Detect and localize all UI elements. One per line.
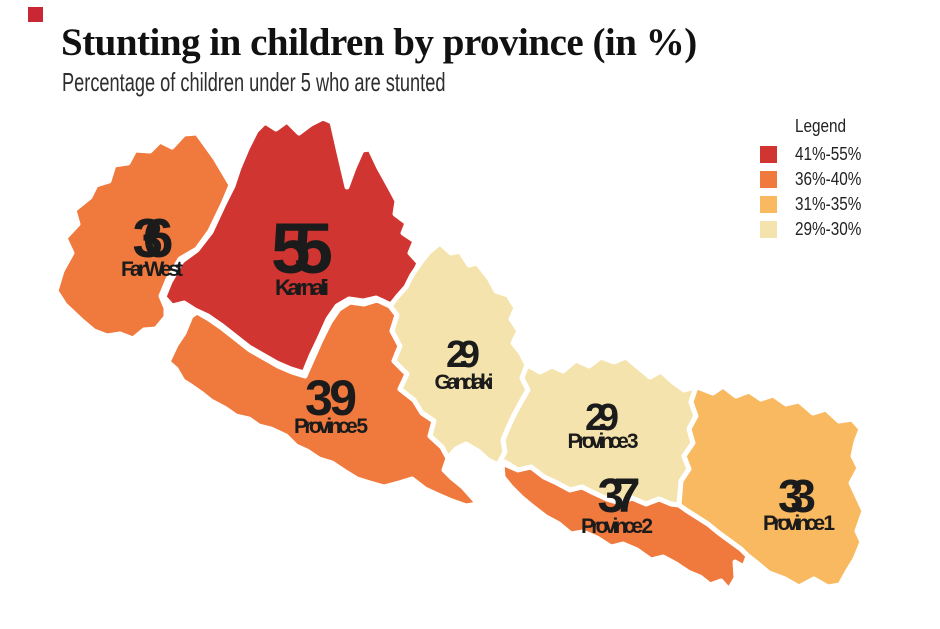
province-value-karnali: 55: [271, 210, 333, 289]
province-name-far-west: Far West: [121, 258, 183, 281]
page-title: Stunting in children by province (in %): [61, 21, 697, 64]
legend-label: 31%-35%: [795, 194, 862, 214]
legend-swatch-red: [760, 146, 777, 163]
legend-swatch-light-orange: [760, 196, 777, 213]
brand-square-icon: [28, 7, 43, 22]
legend-item: 31%-35%: [760, 192, 920, 217]
province-shape-province-2: [499, 460, 751, 593]
province-name-karnali: Karnali: [275, 275, 329, 300]
province-shape-province-1: [676, 383, 867, 590]
province-name-province-2: Province 2: [581, 515, 653, 538]
province-value-far-west: 36: [133, 207, 174, 269]
province-value-gandaki: 29: [446, 334, 480, 376]
province-name-province-1: Province 1: [763, 512, 835, 535]
page-subtitle: Percentage of children under 5 who are s…: [62, 67, 446, 97]
province-value-province-5: 39: [305, 370, 357, 426]
legend-label: 41%-55%: [795, 144, 862, 164]
legend-title: Legend: [795, 116, 847, 136]
legend-swatch-cream: [760, 221, 777, 238]
province-name-province-5: Province 5: [294, 415, 368, 438]
province-value-province-1: 33: [778, 470, 816, 522]
legend: Legend 41%-55% 36%-40% 31%-35% 29%-30%: [760, 116, 920, 242]
province-shape-gandaki: [387, 240, 531, 468]
province-name-gandaki: Gandaki: [435, 371, 494, 394]
legend-item: 41%-55%: [760, 142, 920, 167]
legend-item: 36%-40%: [760, 167, 920, 192]
legend-label: 29%-30%: [795, 219, 862, 239]
province-value-province-2: 37: [598, 470, 641, 523]
legend-swatch-orange: [760, 171, 777, 188]
province-value-province-3: 29: [585, 397, 619, 439]
legend-label: 36%-40%: [795, 169, 862, 189]
legend-item: 29%-30%: [760, 217, 920, 242]
province-name-province-3: Province 3: [568, 430, 639, 453]
